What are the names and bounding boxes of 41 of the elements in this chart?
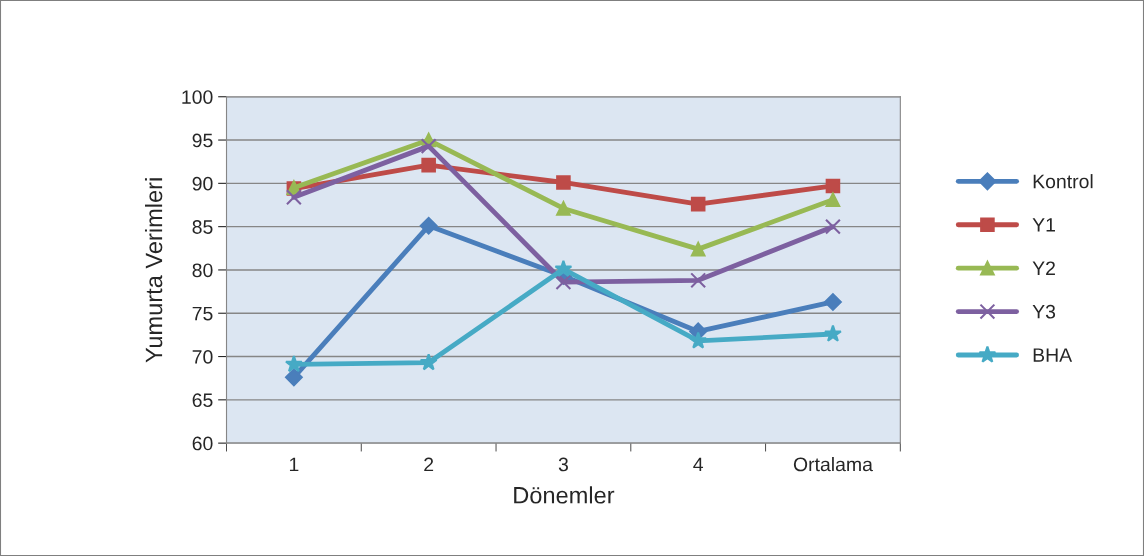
point bbox=[556, 201, 571, 216]
y-tick-label: 60 bbox=[192, 436, 213, 451]
x-axis-title: Dönemler bbox=[514, 486, 615, 504]
point bbox=[421, 157, 436, 173]
legend-label: BHA bbox=[1033, 348, 1073, 362]
x-tick-label: Ortalama bbox=[793, 457, 873, 472]
y-tick-label: 80 bbox=[192, 263, 213, 278]
y-tick-label: 70 bbox=[192, 350, 213, 364]
point bbox=[825, 178, 841, 194]
legend-label: Kontrol bbox=[1033, 174, 1093, 189]
point bbox=[420, 138, 437, 155]
x-tick-label: 2 bbox=[424, 457, 434, 472]
point bbox=[556, 175, 571, 190]
point bbox=[419, 353, 438, 371]
point bbox=[690, 272, 707, 289]
point bbox=[284, 354, 303, 373]
y-tick-label: 100 bbox=[182, 90, 213, 104]
x-tick-label: 3 bbox=[558, 457, 568, 472]
legend-label: Y2 bbox=[1032, 261, 1055, 275]
y-tick-label: 90 bbox=[192, 176, 213, 191]
point bbox=[825, 192, 841, 208]
y-tick-label: 85 bbox=[192, 220, 213, 234]
point bbox=[689, 331, 708, 349]
y-tick-label: 75 bbox=[192, 306, 213, 321]
x-tick-label: 1 bbox=[289, 457, 299, 472]
y-tick-label: 95 bbox=[192, 133, 213, 148]
point bbox=[555, 274, 572, 291]
point bbox=[823, 324, 842, 342]
x-tick-label: 4 bbox=[693, 457, 704, 472]
y-tick-label: 65 bbox=[192, 393, 213, 408]
point bbox=[690, 196, 706, 212]
point bbox=[690, 241, 706, 257]
point bbox=[419, 216, 438, 235]
y-axis-title: Yumurta Verimleri bbox=[144, 178, 163, 363]
point bbox=[285, 368, 303, 387]
point bbox=[554, 259, 573, 277]
legend-label: Y1 bbox=[1032, 218, 1055, 232]
point bbox=[824, 218, 841, 235]
point bbox=[285, 189, 302, 206]
legend-label: Y3 bbox=[1032, 304, 1056, 319]
point bbox=[824, 293, 842, 311]
